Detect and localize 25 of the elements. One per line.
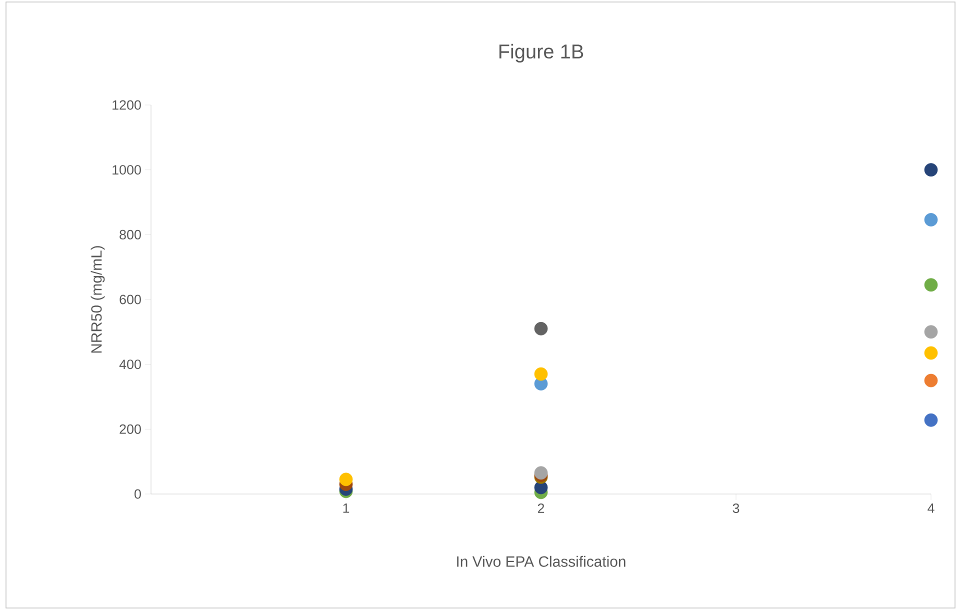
y-tick-label: 1000 xyxy=(112,165,141,175)
point xyxy=(534,322,548,336)
point xyxy=(924,413,938,427)
point xyxy=(534,466,548,480)
point xyxy=(924,374,938,388)
point xyxy=(534,367,548,381)
x-tick-label: 2 xyxy=(538,504,544,513)
point xyxy=(924,163,938,177)
y-tick-label: 600 xyxy=(120,294,141,304)
point xyxy=(924,346,938,360)
point xyxy=(339,472,353,486)
x-tick-label: 4 xyxy=(928,504,934,513)
y-tick-label: 1200 xyxy=(112,100,141,110)
x-tick-label: 3 xyxy=(732,504,740,514)
point xyxy=(924,278,938,292)
y-tick-label: 200 xyxy=(120,424,141,434)
x-tick-label: 1 xyxy=(343,504,350,513)
y-tick-label: 400 xyxy=(119,360,141,370)
x-axis-title: In Vivo EPA Classification xyxy=(457,556,626,567)
point xyxy=(924,325,938,339)
y-axis-title: NRR50 (mg/mL) xyxy=(90,246,105,353)
y-tick-label: 0 xyxy=(134,489,141,499)
chart-title: Figure 1B xyxy=(499,44,584,63)
y-tick-label: 800 xyxy=(120,230,141,240)
point xyxy=(924,213,938,226)
